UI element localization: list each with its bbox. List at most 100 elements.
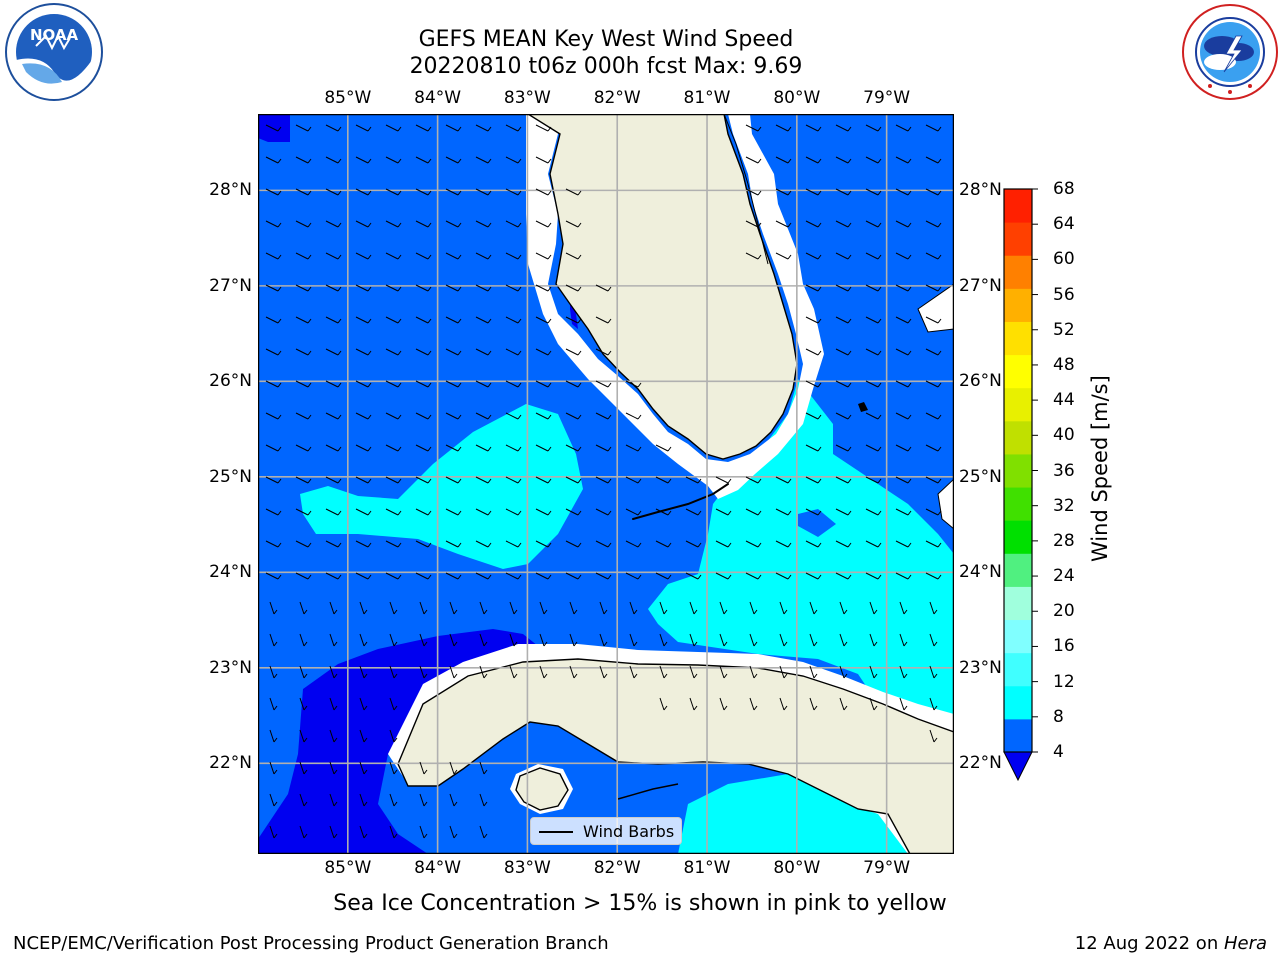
wind-barb [389,633,398,647]
wind-barb [505,380,522,388]
wind-barb [775,572,792,580]
wind-barb [655,444,672,452]
wind-barb [299,825,308,839]
wind-barb [625,540,642,548]
colorbar-under-arrow [1003,751,1033,782]
wind-barb [385,156,402,164]
wind-speed-map [258,114,954,854]
wind-barb [295,284,312,292]
colorbar-tick-label: 24 [1053,566,1075,587]
chart-title-line2: 20220810 t06z 000h fcst Max: 9.69 [409,54,803,79]
wind-barb [385,348,402,356]
wind-barb [295,220,312,228]
wind-barb [265,252,282,260]
wind-barb [835,572,852,580]
wind-barb [749,601,758,615]
colorbar-tick-label: 44 [1053,390,1075,411]
wind-barb [805,508,822,516]
wind-barb [839,633,848,647]
wind-barb [565,476,582,484]
wind-barb [925,284,942,292]
wind-barb [805,444,822,452]
wind-barb [625,508,642,516]
wind-barb [415,284,432,292]
wind-barb [265,476,282,484]
wind-barb [835,380,852,388]
wind-barb [359,601,368,615]
wind-barb [715,540,732,548]
wind-barb [779,697,788,711]
wind-barb [659,697,668,711]
wind-barb [835,540,852,548]
wind-barb [835,188,852,196]
wind-barb [925,444,942,452]
wind-barb [749,633,758,647]
wind-barb [745,252,762,260]
wind-barb [805,348,822,356]
longitude-tick-label: 79°W [863,858,911,878]
colorbar-tick-label: 52 [1053,319,1075,340]
wind-barb [299,665,308,679]
wind-barb [775,220,792,228]
wind-barb [925,572,942,580]
wind-barb [775,124,792,132]
wind-barb [659,665,668,679]
wind-barb [325,380,342,388]
wind-barb [865,348,882,356]
wind-barb [869,601,878,615]
map-legend: Wind Barbs [530,817,682,845]
wind-barb [269,729,278,743]
wind-barb [415,380,432,388]
wind-barb [599,633,608,647]
wind-barb [719,601,728,615]
wind-barb [925,156,942,164]
wind-barb [415,412,432,420]
florida-east-lagoon [723,114,769,265]
wind-barb [475,156,492,164]
wind-barb [299,729,308,743]
colorbar-segment [1004,420,1032,455]
wind-barb [389,697,398,711]
wind-barb [355,412,372,420]
florida-keys [632,483,729,520]
wind-barb [479,793,488,807]
wind-barb [505,188,522,196]
svg-text:NOAA: NOAA [30,26,79,44]
colorbar-tick-label: 56 [1053,284,1075,305]
colorbar-segment [1004,586,1032,621]
wind-barb [659,601,668,615]
wind-barb [415,188,432,196]
wind-barb [749,697,758,711]
wind-barb [839,665,848,679]
wind-barb [595,284,612,292]
wind-barb [565,412,582,420]
latitude-tick-label: 27°N [209,275,252,296]
wind-barb [595,476,612,484]
wind-barb [809,633,818,647]
wind-barb [325,572,342,580]
bahamas-andros-edge [937,478,954,530]
wind-barb [745,572,762,580]
wind-barb [655,508,672,516]
colorbar-segment [1004,652,1032,687]
wind-barb [835,284,852,292]
wind-barb [895,124,912,132]
wind-barb [565,316,582,324]
wind-barb [895,284,912,292]
wind-barb [389,601,398,615]
wind-barb [929,633,938,647]
colorbar-tick-label: 64 [1053,214,1075,235]
wind-barb [899,697,908,711]
wind-barb [775,156,792,164]
wind-barb [355,252,372,260]
wind-barb [865,476,882,484]
wind-barb [475,316,492,324]
wind-barb [295,156,312,164]
wind-barb [415,540,432,548]
wind-barb [595,444,612,452]
wind-barb [895,572,912,580]
wind-barb [929,729,938,743]
wind-barb [505,348,522,356]
wind-barb [745,124,762,132]
wind-barb [505,284,522,292]
